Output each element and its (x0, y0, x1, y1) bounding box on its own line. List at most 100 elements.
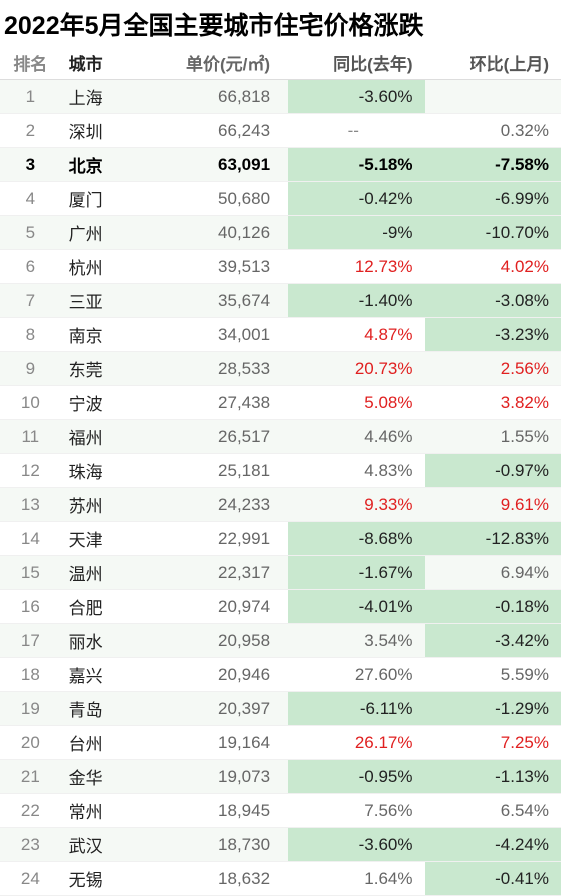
cell-city: 天津 (61, 522, 157, 556)
price-table: 排名 城市 单价(元/㎡) 同比(去年) 环比(上月) 1上海66,818-3.… (0, 46, 561, 896)
page-title: 2022年5月全国主要城市住宅价格涨跌 (0, 0, 561, 46)
cell-mom: -3.08% (425, 284, 561, 318)
cell-city: 金华 (61, 760, 157, 794)
cell-yoy: 9.33% (288, 488, 424, 522)
cell-city: 南京 (61, 318, 157, 352)
cell-rank: 4 (0, 182, 61, 216)
cell-rank: 15 (0, 556, 61, 590)
cell-rank: 2 (0, 114, 61, 148)
cell-yoy: 26.17% (288, 726, 424, 760)
cell-rank: 24 (0, 862, 61, 896)
cell-rank: 13 (0, 488, 61, 522)
cell-city: 北京 (61, 148, 157, 182)
table-row: 17丽水20,9583.54%-3.42% (0, 624, 561, 658)
cell-yoy: -3.60% (288, 828, 424, 862)
cell-price: 18,730 (157, 828, 288, 862)
table-body: 1上海66,818-3.60%2深圳66,243--0.32%3北京63,091… (0, 80, 561, 896)
cell-price: 39,513 (157, 250, 288, 284)
cell-city: 武汉 (61, 828, 157, 862)
cell-yoy: 4.83% (288, 454, 424, 488)
cell-yoy: 27.60% (288, 658, 424, 692)
table-row: 16合肥20,974-4.01%-0.18% (0, 590, 561, 624)
col-header-rank: 排名 (0, 46, 61, 80)
cell-rank: 17 (0, 624, 61, 658)
table-header-row: 排名 城市 单价(元/㎡) 同比(去年) 环比(上月) (0, 46, 561, 80)
cell-price: 18,945 (157, 794, 288, 828)
cell-mom: -0.41% (425, 862, 561, 896)
cell-rank: 16 (0, 590, 61, 624)
cell-rank: 20 (0, 726, 61, 760)
cell-price: 25,181 (157, 454, 288, 488)
cell-city: 嘉兴 (61, 658, 157, 692)
col-header-yoy: 同比(去年) (288, 46, 424, 80)
table-row: 13苏州24,2339.33%9.61% (0, 488, 561, 522)
cell-rank: 3 (0, 148, 61, 182)
cell-rank: 6 (0, 250, 61, 284)
cell-price: 20,946 (157, 658, 288, 692)
cell-city: 广州 (61, 216, 157, 250)
table-row: 8南京34,0014.87%-3.23% (0, 318, 561, 352)
table-row: 10宁波27,4385.08%3.82% (0, 386, 561, 420)
table-row: 23武汉18,730-3.60%-4.24% (0, 828, 561, 862)
cell-price: 66,243 (157, 114, 288, 148)
cell-mom: -10.70% (425, 216, 561, 250)
cell-rank: 11 (0, 420, 61, 454)
cell-city: 温州 (61, 556, 157, 590)
cell-price: 50,680 (157, 182, 288, 216)
cell-yoy: -9% (288, 216, 424, 250)
cell-price: 63,091 (157, 148, 288, 182)
cell-mom: -0.18% (425, 590, 561, 624)
cell-price: 20,974 (157, 590, 288, 624)
cell-rank: 5 (0, 216, 61, 250)
cell-city: 上海 (61, 80, 157, 114)
cell-yoy: 4.46% (288, 420, 424, 454)
table-row: 15温州22,317-1.67%6.94% (0, 556, 561, 590)
cell-city: 苏州 (61, 488, 157, 522)
cell-city: 珠海 (61, 454, 157, 488)
cell-rank: 19 (0, 692, 61, 726)
table-row: 1上海66,818-3.60% (0, 80, 561, 114)
cell-yoy: 12.73% (288, 250, 424, 284)
cell-yoy: -1.40% (288, 284, 424, 318)
cell-mom: -4.24% (425, 828, 561, 862)
col-header-price: 单价(元/㎡) (157, 46, 288, 80)
table-row: 20台州19,16426.17%7.25% (0, 726, 561, 760)
cell-city: 深圳 (61, 114, 157, 148)
cell-price: 22,317 (157, 556, 288, 590)
table-row: 6杭州39,51312.73%4.02% (0, 250, 561, 284)
cell-mom: -3.42% (425, 624, 561, 658)
cell-yoy: -5.18% (288, 148, 424, 182)
cell-city: 丽水 (61, 624, 157, 658)
cell-mom (425, 80, 561, 114)
cell-yoy: 5.08% (288, 386, 424, 420)
cell-mom: -6.99% (425, 182, 561, 216)
table-row: 24无锡18,6321.64%-0.41% (0, 862, 561, 896)
table-row: 5广州40,126-9%-10.70% (0, 216, 561, 250)
cell-price: 19,164 (157, 726, 288, 760)
table-row: 9东莞28,53320.73%2.56% (0, 352, 561, 386)
cell-rank: 21 (0, 760, 61, 794)
cell-rank: 22 (0, 794, 61, 828)
cell-city: 青岛 (61, 692, 157, 726)
col-header-city: 城市 (61, 46, 157, 80)
cell-yoy: -0.95% (288, 760, 424, 794)
cell-city: 宁波 (61, 386, 157, 420)
cell-price: 22,991 (157, 522, 288, 556)
cell-yoy: 4.87% (288, 318, 424, 352)
cell-price: 35,674 (157, 284, 288, 318)
cell-price: 66,818 (157, 80, 288, 114)
cell-mom: 6.54% (425, 794, 561, 828)
cell-city: 东莞 (61, 352, 157, 386)
cell-yoy: 20.73% (288, 352, 424, 386)
cell-yoy: 3.54% (288, 624, 424, 658)
col-header-mom: 环比(上月) (425, 46, 561, 80)
cell-rank: 7 (0, 284, 61, 318)
cell-city: 福州 (61, 420, 157, 454)
cell-mom: 3.82% (425, 386, 561, 420)
cell-mom: 5.59% (425, 658, 561, 692)
cell-rank: 23 (0, 828, 61, 862)
table-row: 3北京63,091-5.18%-7.58% (0, 148, 561, 182)
cell-price: 34,001 (157, 318, 288, 352)
cell-city: 无锡 (61, 862, 157, 896)
cell-price: 20,397 (157, 692, 288, 726)
